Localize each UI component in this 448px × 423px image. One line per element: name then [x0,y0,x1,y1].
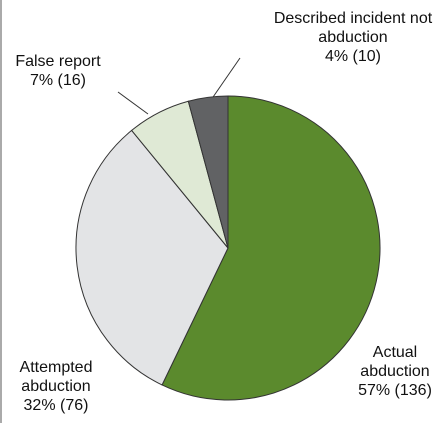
slice-name: Described incident not abduction [273,10,433,46]
slice-value: 32% (76) [23,397,89,414]
leader-line [117,91,149,115]
slice-label: Described incident not abduction 4% (10) [268,9,438,66]
slice-value: 57% (136) [358,382,432,399]
slice-name: Attempted abduction [19,359,93,395]
slice-label: Attempted abduction 32% (76) [6,358,106,415]
slice-value: 7% (16) [29,72,87,89]
pie-slice [75,129,229,386]
pie-slice [161,95,381,401]
pie-slice [187,95,229,249]
leader-line [210,57,241,101]
slice-label: False report 7% (16) [0,52,116,90]
slice-name: Actual abduction [360,344,430,380]
slice-value: 4% (10) [324,48,382,65]
slice-label: Actual abduction 57% (136) [345,343,445,400]
slice-name: False report [15,53,101,70]
